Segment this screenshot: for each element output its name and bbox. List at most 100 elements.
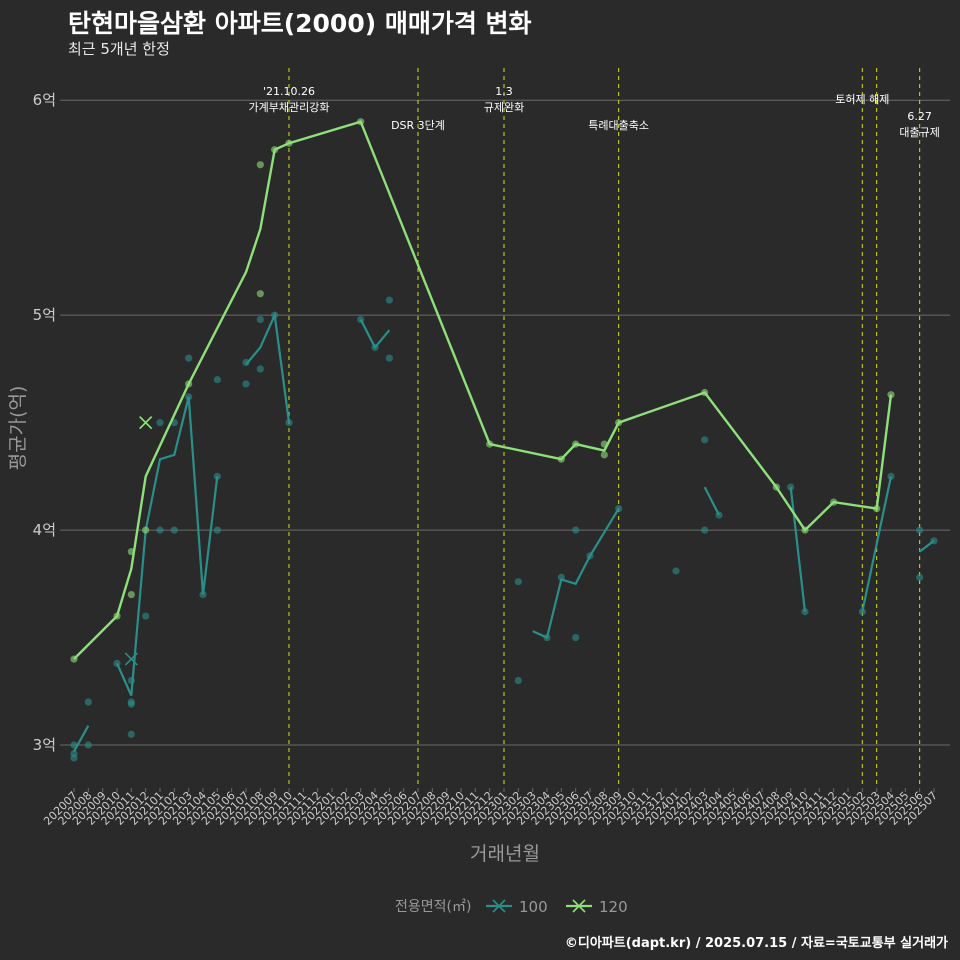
- series-120-point: [357, 118, 365, 126]
- series-120-point: [600, 440, 608, 448]
- series-100-point: [543, 633, 551, 642]
- series-100-point: [142, 612, 150, 620]
- series-100-point: [242, 380, 250, 388]
- series-120-point: [600, 451, 608, 459]
- series-100-point: [70, 750, 78, 758]
- series-120-point: [185, 380, 193, 388]
- series-100-point: [557, 573, 565, 581]
- series-100-line: [245, 311, 291, 423]
- series-100-point: [385, 296, 393, 304]
- series-100-point: [84, 698, 92, 706]
- series-120-point: [801, 526, 809, 534]
- series-120-cross-marker: [139, 416, 153, 430]
- y-tick-label: 4억: [33, 521, 56, 539]
- series-120-point: [256, 161, 264, 169]
- series-100-point: [916, 573, 924, 581]
- series-100-line: [359, 318, 391, 350]
- chart-subtitle: 최근 5개년 한정: [68, 40, 170, 58]
- event-label: '21.10.26: [263, 85, 315, 98]
- series-100-point: [256, 315, 264, 324]
- series-100-point: [371, 343, 379, 352]
- series-120-point: [113, 612, 121, 620]
- series-120-point: [772, 483, 780, 491]
- series-100-point: [385, 354, 393, 362]
- series-100-point: [185, 354, 193, 362]
- series-100-point: [930, 537, 938, 545]
- series-100-point: [113, 659, 121, 667]
- legend-key-120-cross: [572, 899, 586, 913]
- series-100-point: [887, 472, 895, 480]
- series-120-point: [127, 590, 135, 599]
- series-100-point: [127, 676, 135, 685]
- series-100-cross-marker: [124, 652, 138, 666]
- series-100-point: [572, 633, 580, 642]
- series-100-point: [615, 504, 623, 513]
- series-120-point: [557, 455, 565, 463]
- series-100-point: [271, 311, 279, 319]
- series-100-line: [115, 396, 219, 697]
- series-100-point: [801, 608, 809, 616]
- series-100-point: [170, 526, 178, 534]
- y-axis-title: 평균가(억): [7, 386, 29, 471]
- series-100-point: [213, 376, 221, 384]
- series-100-point: [572, 526, 580, 534]
- legend-title: 전용면적(㎡): [395, 899, 471, 915]
- series-120-point: [830, 498, 838, 506]
- series-100-point: [156, 526, 164, 534]
- series-100-line: [703, 486, 720, 516]
- series-100-point: [701, 436, 709, 444]
- series-100-point: [84, 741, 92, 749]
- event-label: 토허제 해제: [835, 92, 889, 106]
- series-120-point: [285, 139, 293, 147]
- series-100-point: [787, 483, 795, 491]
- series-100-point: [586, 552, 594, 560]
- event-label: 대출규제: [899, 126, 939, 139]
- series-100-point: [213, 526, 221, 534]
- series-100-point: [185, 393, 193, 401]
- series-100-point: [672, 567, 680, 575]
- event-label: 가계부채관리강화: [249, 101, 330, 114]
- series-100-point: [213, 472, 221, 480]
- event-label: DSR 3단계: [391, 119, 445, 132]
- source-caption: ©디아파트(dapt.kr) / 2025.07.15 / 자료=국토교통부 실…: [564, 936, 948, 951]
- event-label: 6.27: [907, 110, 932, 123]
- legend-label-100: 100: [519, 898, 548, 916]
- event-label: 규제완화: [484, 101, 524, 114]
- series-120-point: [256, 290, 264, 298]
- series-100-point: [357, 315, 365, 324]
- series-120-point: [873, 504, 881, 513]
- series-120-point: [887, 391, 895, 399]
- series-100-point: [715, 511, 723, 519]
- series-100-point: [285, 419, 293, 427]
- event-label: 1.3: [495, 85, 513, 98]
- series-100-point: [916, 526, 924, 534]
- x-axis-title: 거래년월: [470, 843, 540, 865]
- series-120-point: [127, 547, 135, 556]
- series-100-line: [861, 476, 893, 613]
- series-120-point: [486, 440, 494, 448]
- y-tick-label: 5억: [33, 306, 56, 324]
- series-120-point: [701, 388, 709, 397]
- y-tick-label: 6억: [33, 91, 56, 109]
- series-100-point: [701, 526, 709, 534]
- series-100-point: [858, 608, 866, 616]
- legend-key-100-cross: [492, 899, 506, 913]
- series-100-line: [789, 486, 807, 612]
- series-100-point: [127, 700, 135, 708]
- chart-title: 탄현마을삼환 아파트(2000) 매매가격 변화: [68, 9, 532, 38]
- series-120-point: [70, 655, 78, 663]
- series-100-point: [242, 358, 250, 367]
- series-120-point: [142, 526, 150, 534]
- series-100-point: [256, 365, 264, 373]
- series-120-line: [73, 120, 893, 660]
- series-100-point: [514, 578, 522, 586]
- series-100-point: [70, 741, 78, 749]
- legend-label-120: 120: [599, 898, 628, 916]
- series-120-point: [572, 440, 580, 448]
- series-100-point: [156, 419, 164, 427]
- series-100-point: [514, 676, 522, 685]
- series-100-point: [127, 730, 135, 738]
- y-tick-label: 3억: [33, 736, 56, 754]
- series-100-point: [199, 590, 207, 599]
